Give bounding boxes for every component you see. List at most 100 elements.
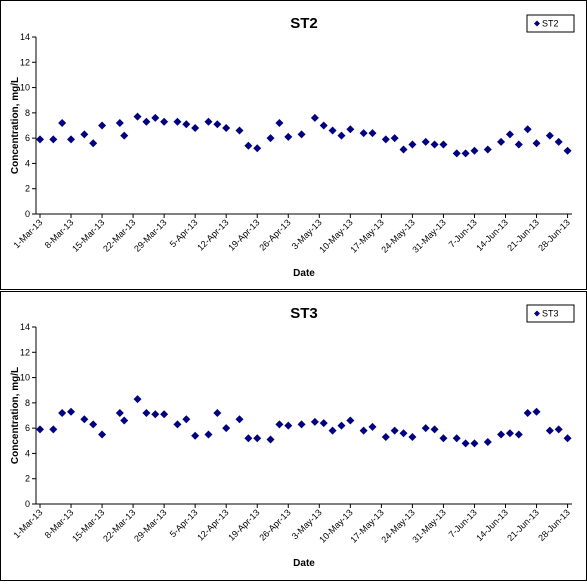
data-point (115, 408, 124, 417)
data-point (222, 424, 231, 433)
data-point (204, 117, 213, 126)
data-point (213, 408, 222, 417)
data-point (523, 125, 532, 134)
data-point (452, 434, 461, 443)
data-point (67, 407, 76, 416)
y-tick-label: 0 (25, 209, 30, 219)
data-point (213, 120, 222, 129)
legend-box (526, 14, 575, 33)
data-point (36, 135, 44, 144)
data-point (89, 139, 98, 148)
legend-label: ST2 (542, 19, 559, 29)
y-tick-label: 12 (20, 347, 30, 357)
data-point (160, 410, 169, 419)
data-point (244, 434, 253, 443)
data-point (439, 140, 448, 149)
y-tick-label: 6 (25, 423, 30, 433)
data-point (421, 137, 430, 146)
y-axis-label: Concentration, mg/L (10, 367, 21, 464)
data-point (359, 426, 368, 435)
data-point (381, 432, 390, 441)
data-point (275, 118, 284, 127)
data-point (452, 149, 461, 158)
data-point (328, 426, 337, 435)
data-point (284, 421, 293, 430)
data-point (182, 415, 191, 424)
data-point (545, 426, 554, 435)
data-point (266, 435, 275, 444)
panel-border (0, 0, 587, 290)
data-point (151, 410, 160, 419)
data-point (98, 430, 107, 439)
data-point (399, 145, 408, 154)
y-tick-label: 8 (25, 108, 30, 118)
data-point (120, 416, 129, 425)
data-point (461, 439, 470, 448)
data-point (381, 135, 390, 144)
data-point (80, 415, 89, 424)
y-tick-label: 14 (20, 32, 30, 42)
data-point (58, 118, 67, 127)
data-point (80, 130, 89, 139)
data-point (430, 425, 439, 434)
data-point (421, 424, 430, 433)
y-tick-label: 12 (20, 57, 30, 67)
data-point (191, 124, 200, 133)
data-point (49, 425, 58, 434)
data-point (439, 434, 448, 443)
data-point (142, 117, 151, 126)
data-point (532, 139, 541, 148)
data-point (115, 118, 124, 127)
data-point (514, 140, 523, 149)
data-point (67, 135, 76, 144)
data-point (483, 438, 492, 447)
data-point (461, 149, 470, 158)
data-point (554, 137, 563, 146)
panel-border (0, 291, 587, 581)
data-point (182, 120, 191, 129)
data-point (399, 429, 408, 438)
data-point (235, 415, 244, 424)
data-point (151, 113, 160, 122)
data-point (563, 146, 572, 155)
legend-marker (534, 310, 540, 317)
data-point (244, 141, 253, 150)
data-point (133, 395, 142, 404)
data-point (58, 408, 67, 417)
data-point (284, 132, 293, 141)
data-point (346, 125, 355, 134)
data-point (133, 112, 142, 121)
data-point (563, 434, 572, 443)
y-tick-label: 4 (25, 158, 30, 168)
data-point (337, 131, 346, 140)
data-point (408, 432, 417, 441)
data-point (191, 431, 200, 440)
data-point (483, 145, 492, 154)
data-point (319, 121, 328, 130)
x-axis-label: Date (293, 558, 315, 569)
data-point (497, 137, 506, 146)
y-axis-label: Concentration, mg/L (10, 77, 21, 174)
data-point (470, 146, 479, 155)
data-point (368, 129, 377, 138)
data-point (253, 434, 262, 443)
data-point (266, 134, 275, 143)
data-point (505, 429, 514, 438)
data-point (328, 126, 337, 135)
y-tick-label: 2 (25, 474, 30, 484)
data-point (545, 131, 554, 140)
data-point (346, 416, 355, 425)
legend-box (526, 304, 575, 323)
data-point (160, 117, 169, 126)
data-point (532, 407, 541, 416)
data-point (89, 420, 98, 429)
data-point (49, 135, 58, 144)
data-point (36, 425, 44, 434)
data-point (554, 425, 563, 434)
x-axis-label: Date (293, 268, 315, 279)
data-point (430, 140, 439, 149)
data-point (222, 124, 231, 133)
y-tick-label: 10 (20, 373, 30, 383)
data-point (359, 129, 368, 138)
data-point (470, 439, 479, 448)
